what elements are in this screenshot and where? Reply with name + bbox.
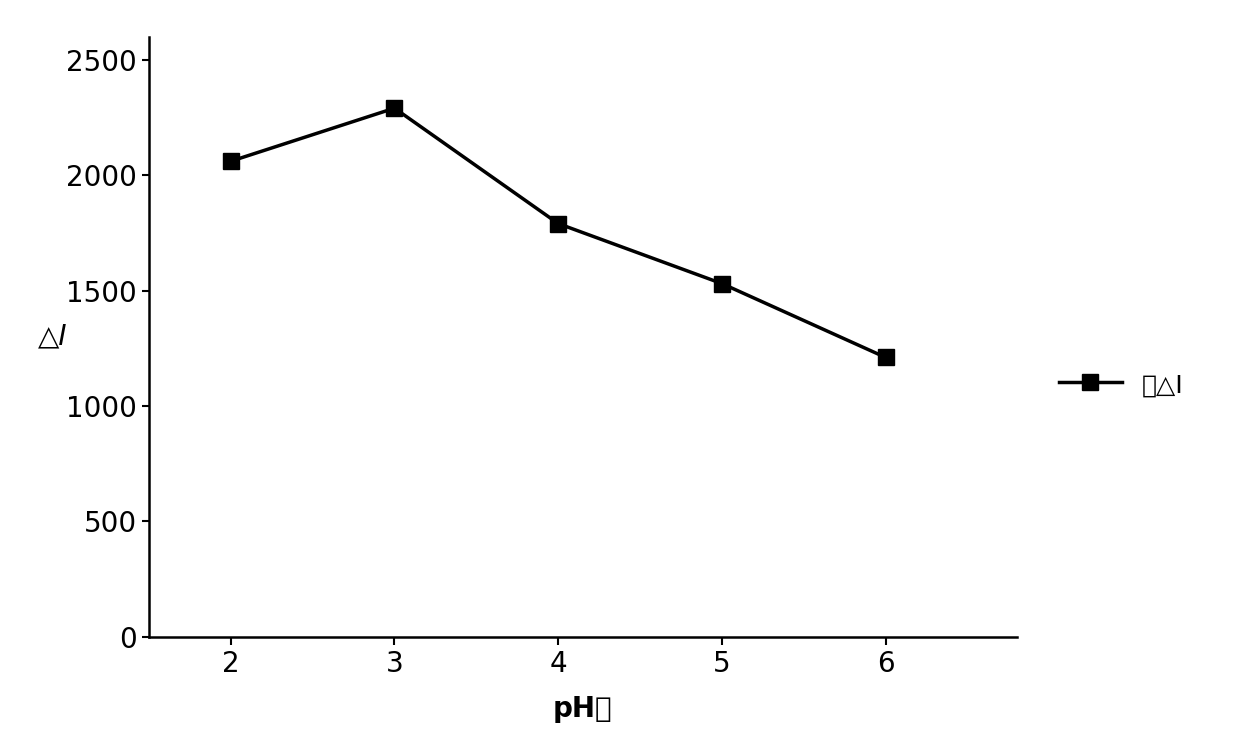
Line: 总△I: 总△I (223, 100, 894, 365)
总△I (223, 157, 238, 165)
总△I (387, 104, 402, 113)
总△I (714, 279, 729, 288)
Legend: 总△I: 总△I (1047, 360, 1195, 410)
总△I (551, 219, 565, 228)
Y-axis label: △I: △I (37, 323, 67, 351)
总△I (878, 353, 893, 362)
X-axis label: pH値: pH値 (553, 695, 613, 722)
